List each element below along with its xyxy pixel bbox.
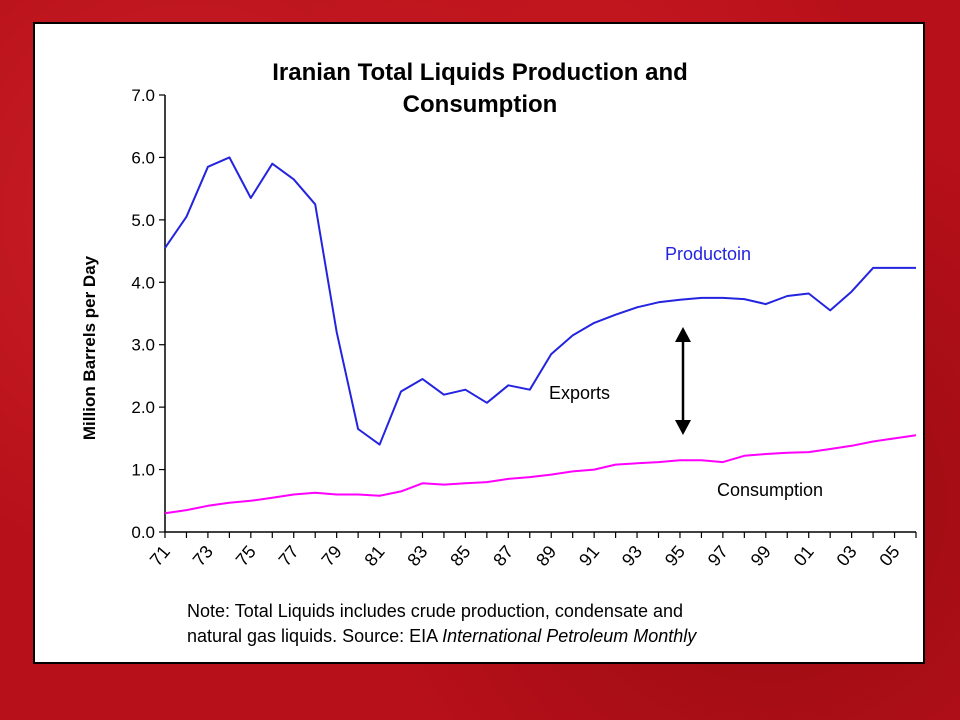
consumption-annotation: Consumption <box>717 480 823 500</box>
production-line <box>164 156 916 446</box>
x-tick-label: 85 <box>446 542 474 570</box>
consumption-line <box>164 434 917 515</box>
note-source-title: International Petroleum Monthly <box>442 626 697 646</box>
x-axis-ticks: 71 73 75 77 79 81 83 85 87 89 91 93 95 97 99 01 03 05 <box>146 532 917 570</box>
y-tick-label: 3.0 <box>131 336 155 355</box>
y-tick-label: 2.0 <box>131 398 155 417</box>
x-tick-label: 81 <box>360 542 388 570</box>
chart-panel: Iranian Total Liquids Production and Con… <box>33 22 925 664</box>
note-line-2-text: natural gas liquids. Source: EIA <box>187 626 442 646</box>
y-tick-label: 5.0 <box>131 211 155 230</box>
x-tick-label: 93 <box>618 542 646 570</box>
x-tick-label: 83 <box>403 542 431 570</box>
x-tick-label: 87 <box>489 542 517 570</box>
x-tick-label: 91 <box>575 542 603 570</box>
y-tick-label: 6.0 <box>131 148 155 167</box>
chart: Iranian Total Liquids Production and Con… <box>80 59 917 646</box>
x-tick-label: 79 <box>318 542 346 570</box>
x-tick-label: 05 <box>875 542 903 570</box>
y-axis-ticks: 0.0 1.0 2.0 3.0 4.0 5.0 6.0 7.0 <box>131 86 165 542</box>
y-axis-label: Million Barrels per Day <box>80 255 99 440</box>
x-tick-label: 77 <box>275 542 303 570</box>
x-tick-label: 03 <box>832 542 860 570</box>
chart-title-line-2: Consumption <box>403 91 558 118</box>
y-tick-label: 1.0 <box>131 461 155 480</box>
y-tick-label: 4.0 <box>131 273 155 292</box>
x-tick-label: 75 <box>232 542 260 570</box>
x-tick-label: 95 <box>661 542 689 570</box>
note-line-1: Note: Total Liquids includes crude produ… <box>187 601 683 621</box>
x-tick-label: 01 <box>790 542 818 570</box>
production-annotation: Productoin <box>665 244 751 264</box>
note-line-2: natural gas liquids. Source: EIA Interna… <box>187 626 697 646</box>
x-tick-label: 71 <box>146 542 174 570</box>
x-tick-label: 89 <box>532 542 560 570</box>
exports-arrow <box>675 327 691 435</box>
chart-title-line-1: Iranian Total Liquids Production and <box>272 59 688 86</box>
x-tick-label: 73 <box>189 542 217 570</box>
y-tick-label: 7.0 <box>131 86 155 105</box>
exports-annotation: Exports <box>549 383 610 403</box>
x-tick-label: 97 <box>704 542 732 570</box>
series-lines <box>164 156 917 515</box>
x-tick-label: 99 <box>747 542 775 570</box>
y-tick-label: 0.0 <box>131 523 155 542</box>
axes <box>164 95 916 533</box>
